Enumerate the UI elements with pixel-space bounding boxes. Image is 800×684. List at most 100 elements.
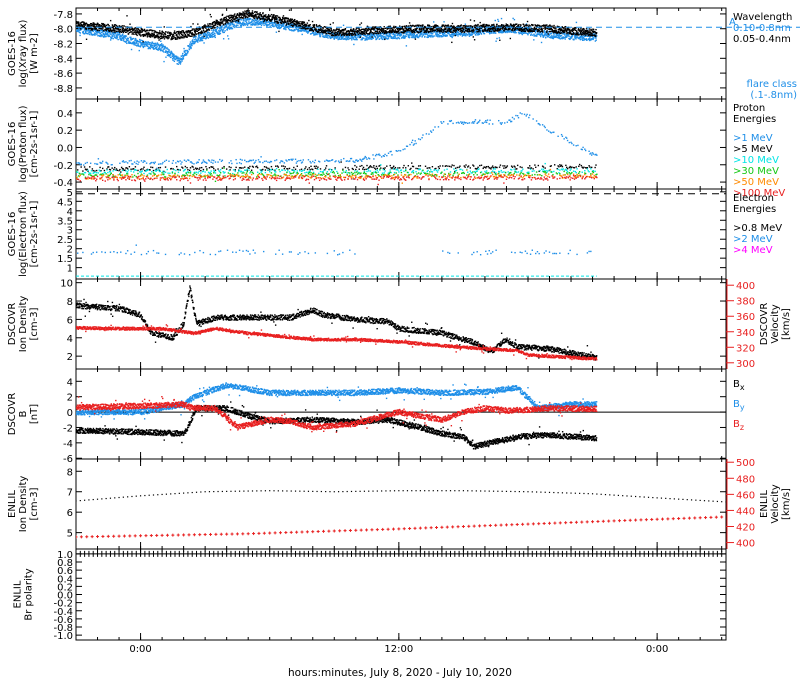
data-point <box>473 36 474 37</box>
data-point <box>435 30 436 31</box>
data-point <box>409 22 410 23</box>
data-point <box>213 30 214 31</box>
data-point <box>484 27 485 28</box>
data-point <box>379 39 380 40</box>
data-point <box>464 32 465 33</box>
data-point <box>587 28 588 29</box>
data-point <box>179 60 180 61</box>
data-point <box>126 15 127 16</box>
data-point <box>227 22 228 23</box>
data-point <box>591 32 592 33</box>
data-point <box>461 24 462 25</box>
data-point <box>542 28 543 29</box>
data-point <box>348 37 349 38</box>
data-point <box>190 30 191 31</box>
data-point <box>434 35 435 36</box>
data-point <box>183 48 184 49</box>
data-point <box>469 28 470 29</box>
data-point <box>147 46 148 47</box>
data-point <box>491 32 492 33</box>
data-point <box>139 50 140 51</box>
data-point <box>353 44 354 45</box>
data-point <box>428 28 429 29</box>
data-point <box>234 13 235 14</box>
data-point <box>403 35 404 36</box>
data-point <box>391 32 392 33</box>
data-point <box>441 29 442 30</box>
data-point <box>372 26 373 27</box>
xray-legend-item: 0.10-0.8nm <box>733 23 791 34</box>
data-point <box>263 25 264 26</box>
data-point <box>481 33 482 34</box>
data-point <box>189 49 190 50</box>
flare-reference-label: A <box>729 17 736 28</box>
data-point <box>181 34 182 35</box>
data-point <box>308 20 309 21</box>
data-point <box>285 29 286 30</box>
data-point <box>540 31 541 32</box>
data-point <box>524 26 525 27</box>
data-point <box>527 34 528 35</box>
data-point <box>518 24 519 25</box>
data-point <box>203 28 204 29</box>
data-point <box>241 19 242 20</box>
data-point <box>156 47 157 48</box>
data-point <box>309 24 310 25</box>
data-point <box>426 31 427 32</box>
data-point <box>260 19 261 20</box>
data-point <box>483 31 484 32</box>
data-point <box>250 18 251 19</box>
data-point <box>298 22 299 23</box>
data-point <box>551 33 552 34</box>
data-point <box>261 23 262 24</box>
data-point <box>111 37 112 38</box>
data-point <box>260 12 261 13</box>
data-point <box>174 30 175 31</box>
data-point <box>99 24 100 25</box>
data-point <box>509 25 510 26</box>
data-point <box>358 33 359 34</box>
data-point <box>553 34 554 35</box>
data-point <box>179 34 180 35</box>
data-point <box>212 31 213 32</box>
data-point <box>453 35 454 36</box>
data-point <box>346 39 347 40</box>
data-point <box>246 11 247 12</box>
data-point <box>344 34 345 35</box>
data-point <box>480 22 481 23</box>
data-point <box>314 27 315 28</box>
data-point <box>512 18 513 19</box>
data-point <box>200 28 201 29</box>
data-point <box>228 15 229 16</box>
data-point <box>465 35 466 36</box>
data-point <box>156 45 157 46</box>
data-point <box>198 38 199 39</box>
data-point <box>141 40 142 41</box>
data-point <box>589 30 590 31</box>
data-point <box>454 28 455 29</box>
data-point <box>147 43 148 44</box>
data-point <box>469 36 470 37</box>
data-point <box>531 33 532 34</box>
data-point <box>522 34 523 35</box>
data-point <box>285 21 286 22</box>
data-point <box>226 25 227 26</box>
data-point <box>161 36 162 37</box>
data-point <box>210 34 211 35</box>
data-point <box>176 34 177 35</box>
data-point <box>190 41 191 42</box>
data-point <box>406 28 407 29</box>
data-point <box>224 30 225 31</box>
data-point <box>479 31 480 32</box>
data-point <box>195 36 196 37</box>
data-point <box>197 28 198 29</box>
data-point <box>479 30 480 31</box>
data-point <box>420 25 421 26</box>
data-point <box>247 19 248 20</box>
data-point <box>364 32 365 33</box>
data-point <box>191 30 192 31</box>
data-point <box>252 13 253 14</box>
data-point <box>478 31 479 32</box>
data-point <box>214 33 215 34</box>
data-point <box>227 35 228 36</box>
